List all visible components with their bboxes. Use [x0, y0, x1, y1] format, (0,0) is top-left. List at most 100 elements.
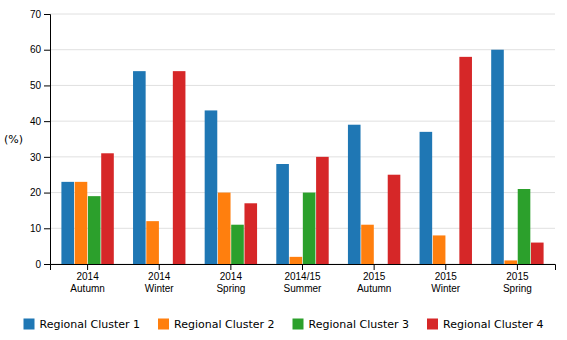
- x-tick-label: 2015Winter: [431, 271, 461, 294]
- bar: [205, 110, 218, 264]
- x-tick-label-line: 2014: [148, 271, 171, 282]
- x-tick-label-line: 2015: [506, 271, 529, 282]
- bar: [61, 182, 74, 264]
- bar: [388, 175, 401, 264]
- x-tick: 2014Autumn: [70, 264, 104, 294]
- legend: Regional Cluster 1 Regional Cluster 2 Regi…: [24, 318, 544, 331]
- y-axis-line: [44, 15, 51, 265]
- x-tick-mark: [159, 264, 160, 270]
- legend-swatch: [158, 319, 169, 330]
- x-tick-mark: [374, 264, 375, 270]
- y-tick-mark: [44, 121, 50, 122]
- bar: [303, 193, 316, 264]
- y-tick-mark: [44, 85, 50, 86]
- bar: [75, 182, 88, 264]
- x-tick-label: 2015Spring: [503, 271, 532, 294]
- x-tick-label-line: Summer: [284, 283, 322, 294]
- legend-label: Regional Cluster 3: [309, 318, 410, 331]
- legend-label: Regional Cluster 2: [174, 318, 275, 331]
- bar: [433, 235, 446, 264]
- legend-label: Regional Cluster 4: [443, 318, 544, 331]
- y-tick: 50: [30, 80, 50, 91]
- legend-swatch: [293, 319, 304, 330]
- bar: [348, 125, 361, 264]
- x-tick-label-line: Winter: [431, 283, 461, 294]
- x-tick-label: 2014Spring: [216, 271, 245, 294]
- y-tick-label: 50: [30, 80, 42, 91]
- x-tick-label: 2014/15Summer: [284, 271, 322, 294]
- bar: [531, 243, 544, 264]
- y-tick: 70: [30, 9, 50, 20]
- bar: [146, 221, 159, 264]
- grid: [50, 14, 555, 264]
- grid-line: [50, 85, 555, 86]
- grid-line: [50, 49, 555, 50]
- y-tick: 30: [30, 152, 50, 163]
- y-tick-mark: [44, 157, 50, 158]
- x-tick-label: 2014Autumn: [70, 271, 104, 294]
- x-tick-mark: [87, 264, 88, 270]
- y-tick-label: 40: [30, 116, 42, 127]
- legend-swatch: [24, 319, 35, 330]
- y-tick-mark: [44, 264, 50, 265]
- y-tick-mark: [44, 193, 50, 194]
- y-tick: 20: [30, 187, 50, 198]
- y-tick: 60: [30, 44, 50, 55]
- plot-area: 0102030405060702014Autumn2014Winter2014S…: [30, 9, 556, 294]
- x-tick: 2015Spring: [503, 264, 532, 294]
- x-tick-label-line: Winter: [145, 283, 175, 294]
- bar: [446, 264, 459, 265]
- legend-label: Regional Cluster 1: [40, 318, 141, 331]
- x-tick-label-line: 2014/15: [284, 271, 321, 282]
- x-tick: 2014/15Summer: [284, 264, 322, 294]
- x-tick-mark: [230, 264, 231, 270]
- y-tick-label: 0: [35, 259, 41, 270]
- grid-line: [50, 156, 555, 157]
- bar-series: [61, 50, 503, 264]
- x-tick-mark: [302, 264, 303, 270]
- bar: [276, 164, 289, 264]
- bar: [88, 196, 101, 264]
- bar: [133, 71, 146, 264]
- bar: [518, 189, 531, 264]
- legend-item: Regional Cluster 4: [427, 318, 544, 331]
- x-tick-label-line: 2015: [435, 271, 458, 282]
- y-tick: 10: [30, 223, 50, 234]
- bar: [459, 57, 472, 264]
- bar: [316, 157, 329, 264]
- y-tick-label: 20: [30, 187, 42, 198]
- y-tick-mark: [44, 228, 50, 229]
- x-tick-label-line: 2014: [220, 271, 243, 282]
- y-tick-mark: [44, 50, 50, 51]
- bar: [173, 71, 186, 264]
- bar-series: [101, 57, 543, 264]
- grid-line: [50, 121, 555, 122]
- y-tick-mark: [44, 14, 50, 15]
- y-axis-title: (%): [4, 133, 23, 146]
- legend-item: Regional Cluster 2: [158, 318, 275, 331]
- x-tick-label: 2014Winter: [145, 271, 175, 294]
- x-tick: 2015Winter: [431, 264, 461, 294]
- bars: [61, 50, 543, 264]
- bar-series: [75, 182, 517, 264]
- x-tick: 2014Winter: [145, 264, 175, 294]
- x-tick: 2015Autumn: [357, 264, 391, 294]
- x-axis-line: [51, 265, 556, 271]
- x-tick-label-line: Spring: [216, 283, 245, 294]
- bar: [491, 50, 504, 264]
- legend-item: Regional Cluster 3: [293, 318, 410, 331]
- y-tick: 0: [35, 259, 50, 270]
- chart: 0102030405060702014Autumn2014Winter2014S…: [0, 0, 567, 340]
- y-tick-label: 30: [30, 152, 42, 163]
- bar: [290, 257, 303, 264]
- x-tick-mark: [517, 264, 518, 270]
- y-tick-label: 70: [30, 9, 42, 20]
- x-tick-label-line: 2014: [76, 271, 99, 282]
- x-tick-mark: [445, 264, 446, 270]
- x-tick: 2014Spring: [216, 264, 245, 294]
- grid-line: [50, 192, 555, 193]
- y-tick-label: 10: [30, 223, 42, 234]
- x-tick-label-line: Autumn: [357, 283, 391, 294]
- grid-line: [50, 228, 555, 229]
- grid-line: [50, 14, 555, 15]
